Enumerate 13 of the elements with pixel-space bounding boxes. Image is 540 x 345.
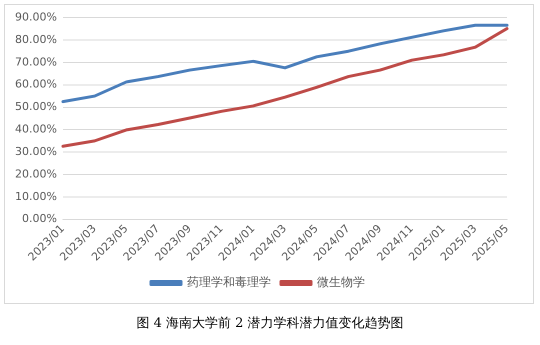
legend-label: 微生物学 (317, 275, 365, 290)
y-tick-label: 10.00% (14, 190, 57, 203)
y-tick-label: 20.00% (14, 167, 57, 180)
y-tick-label: 30.00% (14, 144, 57, 158)
y-tick-label: 50.00% (14, 100, 57, 114)
y-tick-label: 80.00% (14, 32, 57, 46)
y-tick-label: 60.00% (14, 78, 57, 91)
y-tick-label: 90.00% (14, 10, 57, 24)
y-tick-label: 70.00% (14, 55, 57, 68)
caption: 图 4 海南大学前 2 潜力学科潜力值变化趋势图 (135, 315, 405, 332)
legend-label: 药理学和毒理学 (187, 275, 271, 290)
y-tick-label: 40.00% (14, 122, 57, 136)
y-tick-label: 0.00% (22, 212, 57, 226)
